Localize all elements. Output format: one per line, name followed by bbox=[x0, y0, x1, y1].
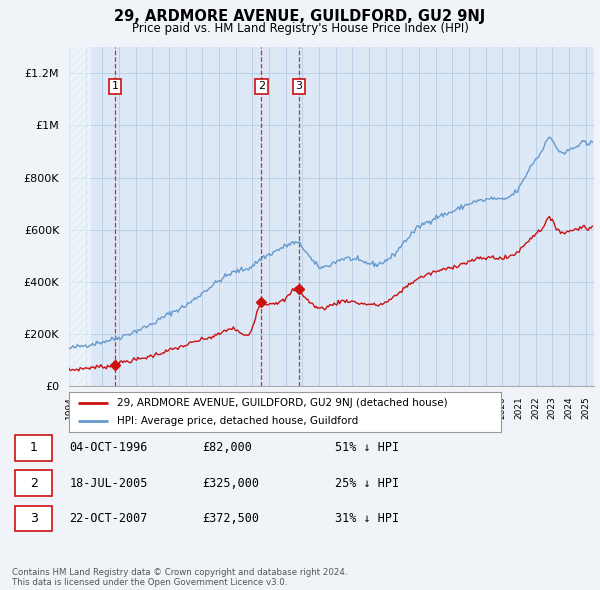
Bar bbox=[69, 47, 91, 386]
FancyBboxPatch shape bbox=[15, 506, 52, 532]
Text: HPI: Average price, detached house, Guildford: HPI: Average price, detached house, Guil… bbox=[116, 416, 358, 426]
Text: £82,000: £82,000 bbox=[202, 441, 252, 454]
Text: 51% ↓ HPI: 51% ↓ HPI bbox=[335, 441, 398, 454]
FancyBboxPatch shape bbox=[15, 470, 52, 496]
Text: £325,000: £325,000 bbox=[202, 477, 259, 490]
Text: 2: 2 bbox=[258, 81, 265, 91]
Text: 18-JUL-2005: 18-JUL-2005 bbox=[70, 477, 148, 490]
Text: 29, ARDMORE AVENUE, GUILDFORD, GU2 9NJ: 29, ARDMORE AVENUE, GUILDFORD, GU2 9NJ bbox=[115, 9, 485, 24]
Text: 3: 3 bbox=[296, 81, 302, 91]
Text: 2: 2 bbox=[29, 477, 38, 490]
Text: 22-OCT-2007: 22-OCT-2007 bbox=[70, 512, 148, 525]
Text: 31% ↓ HPI: 31% ↓ HPI bbox=[335, 512, 398, 525]
Text: Price paid vs. HM Land Registry's House Price Index (HPI): Price paid vs. HM Land Registry's House … bbox=[131, 22, 469, 35]
Text: 25% ↓ HPI: 25% ↓ HPI bbox=[335, 477, 398, 490]
Text: 04-OCT-1996: 04-OCT-1996 bbox=[70, 441, 148, 454]
Text: Contains HM Land Registry data © Crown copyright and database right 2024.
This d: Contains HM Land Registry data © Crown c… bbox=[12, 568, 347, 587]
Text: £372,500: £372,500 bbox=[202, 512, 259, 525]
Text: 1: 1 bbox=[29, 441, 38, 454]
Text: 29, ARDMORE AVENUE, GUILDFORD, GU2 9NJ (detached house): 29, ARDMORE AVENUE, GUILDFORD, GU2 9NJ (… bbox=[116, 398, 447, 408]
Text: 3: 3 bbox=[29, 512, 38, 525]
Text: 1: 1 bbox=[112, 81, 118, 91]
FancyBboxPatch shape bbox=[15, 435, 52, 461]
